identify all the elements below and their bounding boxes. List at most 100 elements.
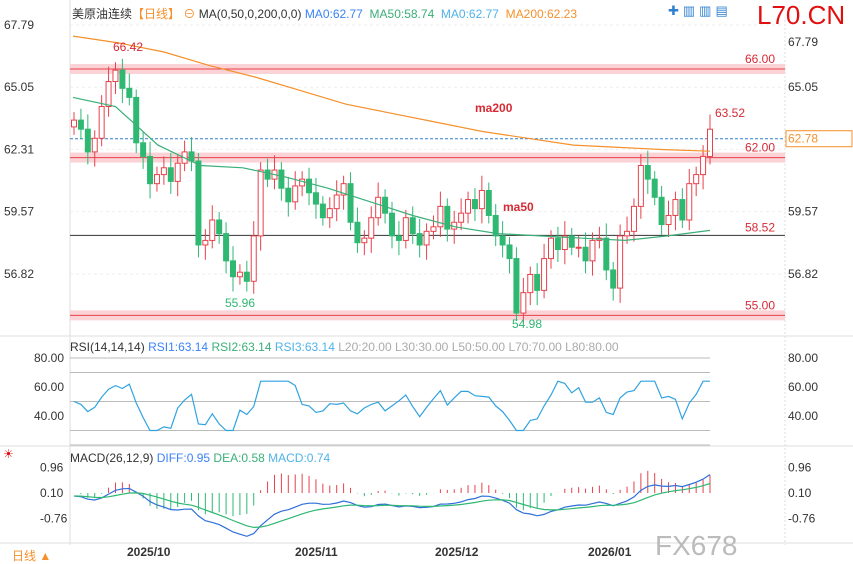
period-label[interactable]: 【日线】 [132, 7, 181, 21]
candle-body [437, 205, 444, 228]
date-label: 2025/10 [127, 545, 171, 559]
right-price-tick: 65.05 [788, 80, 818, 94]
candle-body [299, 178, 306, 187]
candle-body [119, 69, 126, 89]
candle-body [375, 196, 382, 219]
ma200-line [72, 35, 711, 152]
rsi-tick-right: 40.00 [788, 409, 818, 423]
candle-body [672, 199, 679, 216]
candle-body [347, 183, 354, 223]
candle-body [458, 212, 465, 223]
candle-body [223, 233, 230, 262]
period-selector[interactable]: 日线 ▲ [12, 549, 52, 563]
ma-indicator-label[interactable]: MA(0,50,0,200,0,0) [198, 7, 302, 21]
high-annotation: 66.42 [113, 40, 143, 54]
brand-watermark: L70.CN [757, 0, 846, 30]
candle-body [465, 199, 472, 214]
candle-body [389, 212, 395, 237]
rsi-line [73, 380, 710, 432]
macd-tick-right: -0.76 [788, 511, 816, 525]
right-price-tick: 56.82 [788, 267, 818, 281]
candle-body [478, 189, 485, 210]
rsi-tick-right: 60.00 [788, 380, 818, 394]
candle-body [624, 230, 631, 237]
candle-body [610, 269, 617, 289]
low-annotation: 55.96 [225, 296, 255, 310]
candle-body [430, 226, 437, 232]
settings-icon[interactable]: ⊖ [183, 7, 196, 21]
candle-body [382, 196, 389, 214]
candle-body [527, 273, 534, 294]
candle-body [243, 271, 250, 282]
ma0-value: MA0:62.77 [304, 7, 363, 21]
right-price-tick: 67.79 [788, 35, 818, 49]
rsi-tick-right: 80.00 [788, 351, 818, 365]
candle-body [471, 199, 478, 210]
level-label: 55.00 [745, 298, 775, 312]
candle-body [444, 205, 451, 230]
candle-body [91, 137, 98, 153]
symbol-name: 美原油连续 [72, 7, 133, 21]
candle-body [278, 169, 285, 189]
candle-body [257, 169, 264, 237]
candle-body [554, 237, 561, 251]
rsi-tick: 80.00 [34, 351, 64, 365]
candle-body [292, 185, 299, 203]
candle-body [686, 183, 693, 221]
candle-body [354, 221, 361, 244]
candle-body [630, 205, 637, 232]
candle-body [160, 167, 167, 176]
candle-body [84, 128, 91, 153]
candle-body [520, 292, 527, 314]
toolbar-icons[interactable]: ✚▥▥▤ [668, 3, 732, 18]
ma200-annotation: ma200 [475, 101, 513, 115]
macd-tick: 0.96 [40, 461, 64, 475]
price-tick: 59.57 [4, 205, 34, 219]
candle-body [513, 258, 520, 314]
price-tick: 65.05 [4, 80, 34, 94]
macd-header: MACD(26,12,9) DIFF:0.95 DEA:0.58 MACD:0.… [70, 451, 331, 465]
candle-body [312, 192, 319, 205]
candle-body [707, 128, 713, 157]
candle-body [105, 81, 112, 107]
level-label: 62.00 [745, 141, 775, 155]
candle-body [658, 196, 665, 226]
candle-body [485, 189, 492, 216]
rsi-tick: 40.00 [34, 409, 64, 423]
rsi-tick: 60.00 [34, 380, 64, 394]
candle-body [665, 214, 672, 226]
candle-body [423, 230, 430, 246]
candle-body [167, 167, 174, 182]
candle-body [153, 174, 160, 185]
candle-body [209, 219, 216, 241]
candle-body [98, 105, 105, 139]
macd-settings-icon[interactable]: ☀ [3, 447, 14, 461]
rsi-header: RSI(14,14,14) RSI1:63.14 RSI2:63.14 RSI3… [70, 340, 619, 354]
candle-body [568, 235, 575, 248]
candle-body [651, 178, 658, 198]
macd-tick: 0.10 [40, 486, 64, 500]
candle-body [174, 162, 181, 182]
low-annotation: 54.98 [512, 317, 542, 331]
candle-body [693, 174, 700, 185]
chart-header: 美原油连续【日线】 ⊖ MA(0,50,0,200,0,0) MA0:62.77… [72, 5, 577, 22]
date-label: 2025/11 [295, 545, 338, 559]
candle-body [589, 239, 596, 262]
candle-body [506, 244, 513, 260]
ma50-value: MA50:58.74 [369, 7, 435, 21]
candle-body [541, 258, 548, 291]
candle-body [306, 178, 313, 194]
price-tick: 67.79 [4, 18, 34, 32]
macd-tick-right: 0.96 [788, 461, 812, 475]
candle-body [112, 69, 119, 83]
candle-body [216, 219, 223, 235]
support-label: 58.52 [745, 220, 775, 234]
fx678-watermark: FX678 [655, 530, 738, 561]
candle-body [402, 217, 409, 241]
candle-body [326, 208, 333, 219]
candle-body [679, 199, 686, 221]
date-label: 2026/01 [588, 545, 632, 559]
level-label: 66.00 [745, 52, 775, 66]
candle-body [561, 235, 568, 251]
